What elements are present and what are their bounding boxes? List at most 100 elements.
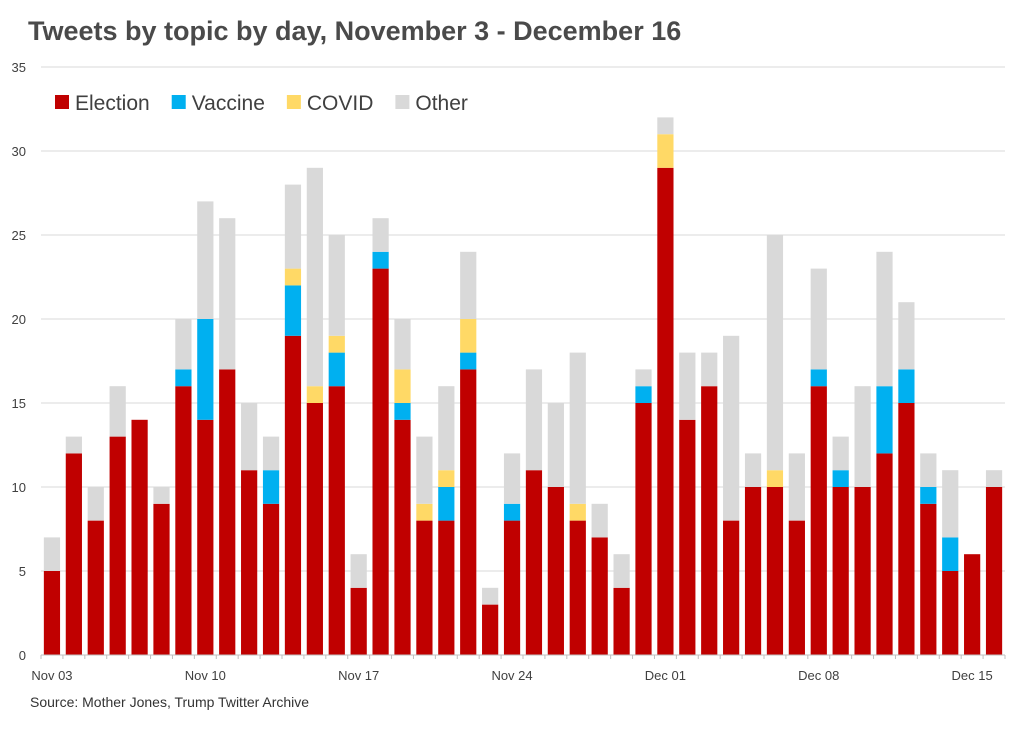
bar-election-7 bbox=[197, 419, 214, 655]
bar-vaccine-11 bbox=[284, 285, 302, 336]
x-tick-label: Nov 24 bbox=[491, 668, 532, 683]
bar-election-14 bbox=[350, 587, 367, 655]
bar-election-16 bbox=[394, 419, 411, 655]
bar-election-25 bbox=[591, 537, 608, 655]
bar-vaccine-36 bbox=[832, 470, 849, 487]
bar-election-3 bbox=[109, 436, 126, 655]
bar-election-1 bbox=[65, 453, 82, 655]
bar-vaccine-27 bbox=[635, 386, 652, 403]
bar-other-15 bbox=[372, 218, 389, 252]
x-tick-label: Dec 08 bbox=[798, 668, 839, 683]
axes: Nov 03 Nov 10 Nov 17 Nov 24 Dec 01 Dec 08 Dec … bbox=[31, 654, 1006, 683]
bar-election-18 bbox=[438, 520, 455, 655]
legend-swatch-other bbox=[395, 95, 410, 109]
bar-other-21 bbox=[503, 453, 521, 504]
bar-vaccine-10 bbox=[262, 470, 280, 504]
bar-covid-19 bbox=[460, 319, 477, 353]
bar-election-38 bbox=[876, 453, 893, 655]
bar-election-20 bbox=[482, 604, 499, 655]
bar-covid-28 bbox=[657, 134, 674, 168]
bar-election-6 bbox=[175, 386, 192, 655]
bar-other-14 bbox=[350, 554, 367, 588]
bar-vaccine-16 bbox=[394, 403, 411, 420]
bar-other-31 bbox=[723, 335, 740, 521]
bar-election-8 bbox=[219, 369, 236, 655]
bar-other-18 bbox=[438, 386, 455, 471]
bar-other-35 bbox=[810, 268, 827, 370]
y-tick-label: 30 bbox=[12, 144, 26, 159]
bar-election-40 bbox=[920, 503, 937, 655]
legend: Election Vaccine COVID Other bbox=[55, 92, 468, 115]
legend-label-covid: COVID bbox=[307, 92, 374, 115]
bar-election-27 bbox=[635, 403, 652, 655]
bar-other-24 bbox=[569, 352, 586, 504]
chart-title: Tweets by topic by day, November 3 - Dec… bbox=[28, 16, 682, 46]
bar-election-42 bbox=[964, 554, 981, 655]
bar-other-13 bbox=[328, 235, 345, 336]
bar-election-33 bbox=[766, 487, 784, 655]
bar-election-23 bbox=[547, 487, 564, 655]
bar-vaccine-7 bbox=[197, 319, 214, 420]
legend-swatch-election bbox=[55, 95, 69, 109]
bar-covid-24 bbox=[569, 503, 586, 521]
bar-other-37 bbox=[854, 386, 871, 487]
bar-vaccine-21 bbox=[503, 503, 521, 521]
bar-vaccine-6 bbox=[175, 369, 192, 387]
y-tick-label: 25 bbox=[12, 228, 26, 243]
bar-other-27 bbox=[635, 369, 652, 387]
bar-other-12 bbox=[306, 167, 323, 387]
bar-election-9 bbox=[241, 470, 258, 655]
bar-covid-18 bbox=[438, 470, 455, 487]
bar-election-41 bbox=[942, 571, 959, 655]
bar-other-2 bbox=[87, 487, 104, 521]
x-tick-label: Nov 17 bbox=[338, 668, 379, 683]
bar-election-5 bbox=[153, 503, 170, 655]
bar-covid-17 bbox=[416, 503, 433, 521]
bar-other-36 bbox=[832, 436, 849, 471]
bar-other-1 bbox=[65, 436, 82, 454]
bar-other-20 bbox=[482, 587, 499, 605]
bar-other-29 bbox=[679, 352, 696, 420]
bar-election-10 bbox=[262, 503, 280, 655]
y-tick-label: 5 bbox=[19, 564, 26, 579]
bar-election-26 bbox=[613, 587, 630, 655]
bar-election-36 bbox=[832, 487, 849, 655]
bar-vaccine-13 bbox=[328, 352, 345, 387]
legend-label-election: Election bbox=[75, 92, 150, 115]
bar-covid-12 bbox=[306, 386, 323, 403]
bar-other-0 bbox=[43, 537, 61, 571]
bar-election-12 bbox=[306, 403, 323, 655]
bar-other-39 bbox=[898, 302, 915, 370]
bar-election-2 bbox=[87, 520, 104, 655]
bar-other-38 bbox=[876, 251, 893, 387]
bar-election-30 bbox=[701, 386, 718, 655]
bar-election-19 bbox=[460, 369, 477, 655]
bar-other-33 bbox=[766, 235, 784, 471]
x-tick-label: Dec 15 bbox=[952, 668, 993, 683]
bar-election-35 bbox=[810, 386, 827, 655]
bars bbox=[43, 117, 1003, 656]
bar-election-32 bbox=[744, 487, 762, 655]
bar-other-7 bbox=[197, 201, 214, 319]
bar-other-22 bbox=[525, 369, 543, 471]
source-note: Source: Mother Jones, Trump Twitter Arch… bbox=[30, 694, 310, 710]
bar-other-25 bbox=[591, 503, 608, 538]
bar-election-4 bbox=[131, 419, 148, 655]
bar-other-11 bbox=[284, 184, 302, 269]
bar-other-16 bbox=[394, 319, 411, 370]
bar-election-15 bbox=[372, 268, 389, 655]
bar-other-30 bbox=[701, 352, 718, 387]
bar-other-28 bbox=[657, 117, 674, 135]
bar-covid-13 bbox=[328, 335, 345, 353]
bar-vaccine-39 bbox=[898, 369, 915, 403]
bar-covid-16 bbox=[394, 369, 411, 403]
bar-other-17 bbox=[416, 436, 433, 504]
bar-vaccine-19 bbox=[460, 352, 477, 370]
bar-election-22 bbox=[525, 470, 543, 655]
bar-vaccine-18 bbox=[438, 487, 455, 521]
bar-election-0 bbox=[43, 571, 61, 655]
bar-election-31 bbox=[723, 520, 740, 655]
bar-vaccine-41 bbox=[942, 537, 959, 571]
bar-election-11 bbox=[284, 335, 302, 655]
